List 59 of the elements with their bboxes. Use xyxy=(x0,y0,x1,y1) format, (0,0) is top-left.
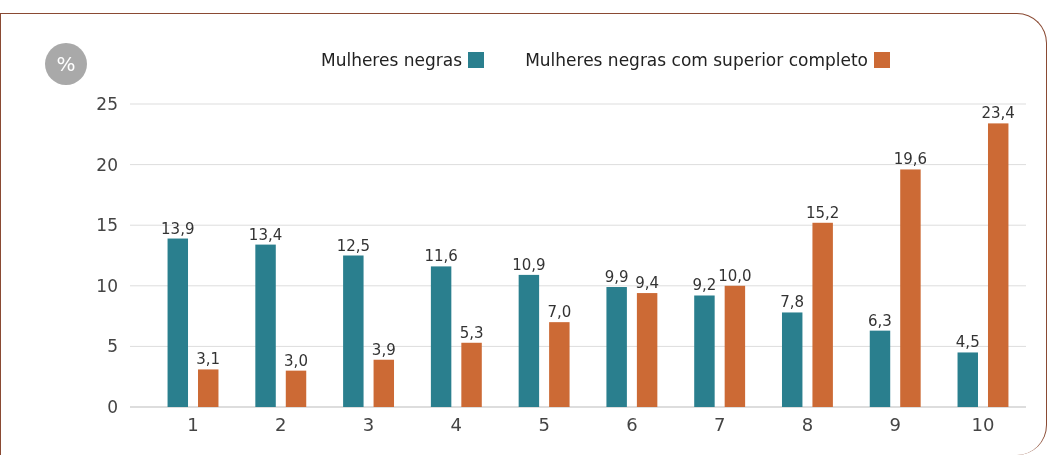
data-label: 13,9 xyxy=(161,219,195,238)
data-label: 10,0 xyxy=(718,266,752,285)
data-label: 4,5 xyxy=(955,333,980,352)
x-tick-label: 7 xyxy=(713,414,726,435)
x-tick-label: 2 xyxy=(275,414,287,435)
x-tick-label: 3 xyxy=(362,414,375,435)
data-label: 3,0 xyxy=(284,351,308,370)
x-tick-label: 8 xyxy=(801,414,814,435)
bar xyxy=(461,342,482,407)
bar xyxy=(957,352,978,407)
y-axis-title: % xyxy=(56,52,76,76)
bar xyxy=(198,369,219,407)
bar xyxy=(167,238,189,407)
bar xyxy=(343,255,364,407)
x-tick-label: 5 xyxy=(538,414,550,435)
x-tick-label: 4 xyxy=(450,414,463,435)
data-label: 9,4 xyxy=(635,274,660,293)
data-label: 13,4 xyxy=(248,225,283,244)
bar xyxy=(430,266,452,407)
bar xyxy=(781,312,803,407)
x-tick-label: 9 xyxy=(889,414,901,435)
data-label: 7,8 xyxy=(780,293,805,312)
y-tick-label: 20 xyxy=(96,154,118,175)
data-label: 10,9 xyxy=(512,255,546,274)
bar xyxy=(549,322,570,407)
bar xyxy=(724,285,746,407)
y-tick-label: 5 xyxy=(107,336,118,357)
data-label: 7,0 xyxy=(547,303,572,322)
data-label: 5,3 xyxy=(459,323,484,342)
legend-label: Mulheres negras com superior completo xyxy=(525,50,868,70)
data-label: 15,2 xyxy=(805,203,840,222)
bar xyxy=(255,244,276,407)
y-tick-label: 15 xyxy=(96,215,118,236)
bar xyxy=(636,293,658,407)
data-label: 12,5 xyxy=(336,236,371,255)
y-tick-label: 10 xyxy=(96,275,118,296)
data-label: 9,9 xyxy=(604,268,629,287)
y-tick-label: 25 xyxy=(96,94,118,114)
data-label: 19,6 xyxy=(893,150,928,169)
x-tick-label: 1 xyxy=(187,414,199,435)
y-tick-label: 0 xyxy=(107,397,118,417)
bar xyxy=(373,359,395,407)
data-label: 6,3 xyxy=(868,311,892,330)
bar xyxy=(987,123,1009,407)
bar xyxy=(518,274,540,407)
x-tick-label: 10 xyxy=(971,414,995,435)
bar xyxy=(694,295,715,407)
bar xyxy=(285,370,307,407)
data-label: 3,1 xyxy=(196,350,221,369)
data-label: 11,6 xyxy=(424,247,458,266)
data-label: 23,4 xyxy=(981,104,1015,123)
bar xyxy=(900,169,921,407)
data-label: 9,2 xyxy=(692,276,717,295)
data-label: 3,9 xyxy=(371,340,396,359)
x-tick-label: 6 xyxy=(626,414,638,435)
bar xyxy=(869,330,891,407)
legend-label: Mulheres negras xyxy=(320,50,463,70)
bar xyxy=(812,222,833,407)
bar xyxy=(606,287,627,407)
